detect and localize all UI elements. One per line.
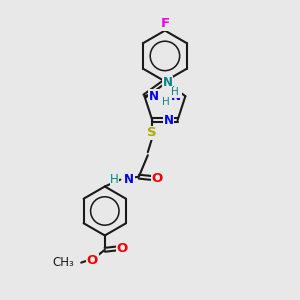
Text: N: N [124,173,134,186]
Text: F: F [160,17,169,31]
Text: N: N [171,90,181,103]
Text: O: O [87,254,98,267]
Text: O: O [152,172,163,184]
Text: N: N [162,76,172,89]
Text: N: N [149,90,159,103]
Text: H: H [171,87,179,97]
Text: CH₃: CH₃ [52,256,74,269]
Text: S: S [148,126,157,139]
Text: H: H [110,173,119,186]
Text: N: N [164,114,173,127]
Text: O: O [116,242,128,255]
Text: H: H [162,98,170,107]
